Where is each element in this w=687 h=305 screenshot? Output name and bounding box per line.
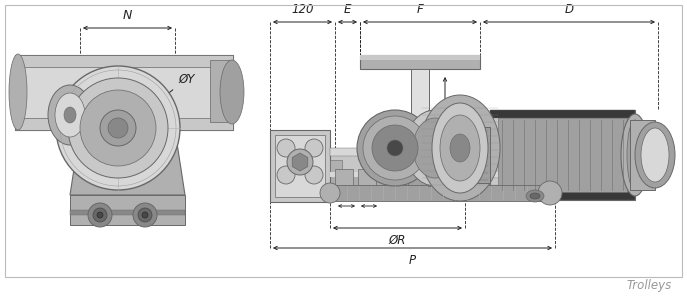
Ellipse shape (55, 93, 85, 137)
Bar (390, 169, 408, 197)
Text: H: H (343, 192, 350, 202)
Text: ØY: ØY (178, 73, 194, 86)
Ellipse shape (538, 181, 562, 205)
Ellipse shape (287, 149, 313, 175)
Ellipse shape (88, 203, 112, 227)
Bar (15, 55, 233, 67)
Bar (210, 60, 232, 122)
Ellipse shape (93, 208, 107, 222)
Ellipse shape (56, 66, 180, 190)
Bar (330, 172, 555, 177)
Ellipse shape (48, 85, 92, 145)
Bar (498, 118, 627, 192)
Ellipse shape (9, 54, 27, 130)
Ellipse shape (138, 208, 152, 222)
Ellipse shape (420, 95, 500, 201)
Ellipse shape (305, 139, 323, 157)
Bar (270, 130, 330, 202)
Ellipse shape (305, 166, 323, 184)
Ellipse shape (530, 193, 540, 199)
Text: E: E (344, 3, 351, 16)
Ellipse shape (68, 78, 168, 178)
Ellipse shape (432, 103, 488, 193)
Bar (330, 148, 395, 193)
Bar (490, 110, 635, 200)
Ellipse shape (277, 166, 295, 184)
Text: N: N (123, 9, 132, 22)
Bar (5, 5, 682, 277)
Bar (330, 185, 550, 201)
Bar (70, 195, 185, 225)
Text: T: T (365, 192, 372, 202)
Ellipse shape (277, 139, 295, 157)
Ellipse shape (357, 110, 433, 186)
Polygon shape (292, 153, 308, 171)
Bar (510, 169, 528, 197)
Bar (358, 169, 376, 197)
Text: P: P (409, 254, 416, 267)
Bar (330, 172, 555, 194)
Bar (428, 110, 442, 186)
Bar (15, 118, 233, 130)
Text: ØZ: ØZ (450, 96, 466, 106)
Ellipse shape (64, 107, 76, 123)
Polygon shape (70, 130, 185, 195)
Ellipse shape (142, 212, 148, 218)
Ellipse shape (621, 114, 649, 196)
Ellipse shape (641, 128, 669, 182)
Bar (630, 120, 655, 190)
Ellipse shape (440, 115, 480, 181)
Ellipse shape (450, 134, 470, 162)
Ellipse shape (97, 212, 103, 218)
Bar (330, 148, 395, 156)
Ellipse shape (635, 122, 675, 188)
Bar (360, 143, 480, 148)
Text: Trolleys: Trolleys (627, 279, 672, 292)
Bar (15, 55, 233, 130)
Ellipse shape (220, 60, 244, 124)
Ellipse shape (320, 183, 340, 203)
Ellipse shape (627, 120, 643, 190)
Text: 120: 120 (291, 3, 314, 16)
Bar (70, 210, 185, 215)
Bar (490, 192, 635, 200)
Ellipse shape (100, 110, 136, 146)
Ellipse shape (133, 203, 157, 227)
Bar (472, 127, 490, 183)
Ellipse shape (80, 90, 156, 166)
Ellipse shape (405, 110, 465, 186)
Bar (490, 110, 635, 118)
Bar (335, 169, 353, 197)
Bar (330, 160, 342, 172)
Bar (275, 135, 325, 197)
Ellipse shape (363, 116, 427, 180)
Ellipse shape (108, 118, 128, 138)
Bar (80, 130, 175, 148)
Ellipse shape (387, 140, 403, 156)
Text: D: D (565, 3, 574, 16)
Bar (530, 169, 548, 197)
Text: F: F (416, 3, 423, 16)
Bar (360, 55, 480, 60)
Text: ØR: ØR (389, 234, 406, 247)
Bar (470, 169, 488, 197)
Bar (411, 69, 429, 134)
Ellipse shape (413, 118, 457, 178)
Ellipse shape (526, 190, 544, 202)
Ellipse shape (372, 125, 418, 171)
Bar (360, 134, 480, 148)
Bar (360, 55, 480, 69)
